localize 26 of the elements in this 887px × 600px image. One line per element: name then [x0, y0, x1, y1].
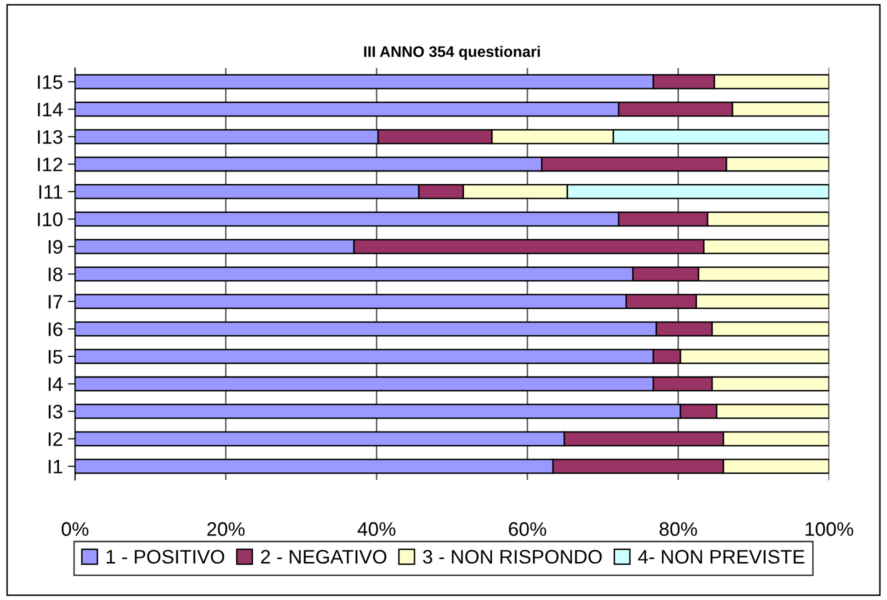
chart-title: III ANNO 354 questionari — [364, 46, 540, 60]
y-tick-label: I13 — [38, 130, 62, 144]
x-tick-label: 0% — [62, 522, 88, 536]
x-tick-label: 80% — [660, 522, 697, 536]
y-tick-label: I2 — [48, 432, 62, 446]
y-tick-label: I7 — [48, 295, 62, 309]
y-tick-label: I8 — [48, 267, 62, 282]
y-tick-label: I15 — [38, 75, 62, 89]
y-tick-label: I9 — [48, 240, 62, 254]
y-tick-label: I10 — [38, 212, 62, 226]
legend-label: 3 - NON RISPONDO — [422, 550, 602, 564]
x-tick-label: 100% — [806, 522, 854, 536]
x-tick-label: 60% — [508, 522, 546, 536]
y-tick-label: I14 — [38, 102, 63, 116]
y-tick-label: I4 — [48, 378, 63, 391]
x-tick-label: 20% — [207, 522, 245, 536]
y-tick-label: I12 — [38, 158, 62, 172]
y-tick-label: I6 — [48, 322, 62, 336]
y-tick-label: I5 — [48, 350, 62, 364]
x-tick-label: 40% — [358, 522, 396, 536]
legend-label: 4- NON PREVISTE — [638, 550, 804, 564]
y-tick-label: I1 — [48, 460, 62, 474]
legend-label: 2 - NEGATIVO — [261, 550, 386, 564]
y-tick-label: I11 — [39, 185, 62, 199]
y-tick-label: I3 — [48, 404, 62, 419]
legend-label: 1 - POSITIVO — [106, 550, 224, 564]
